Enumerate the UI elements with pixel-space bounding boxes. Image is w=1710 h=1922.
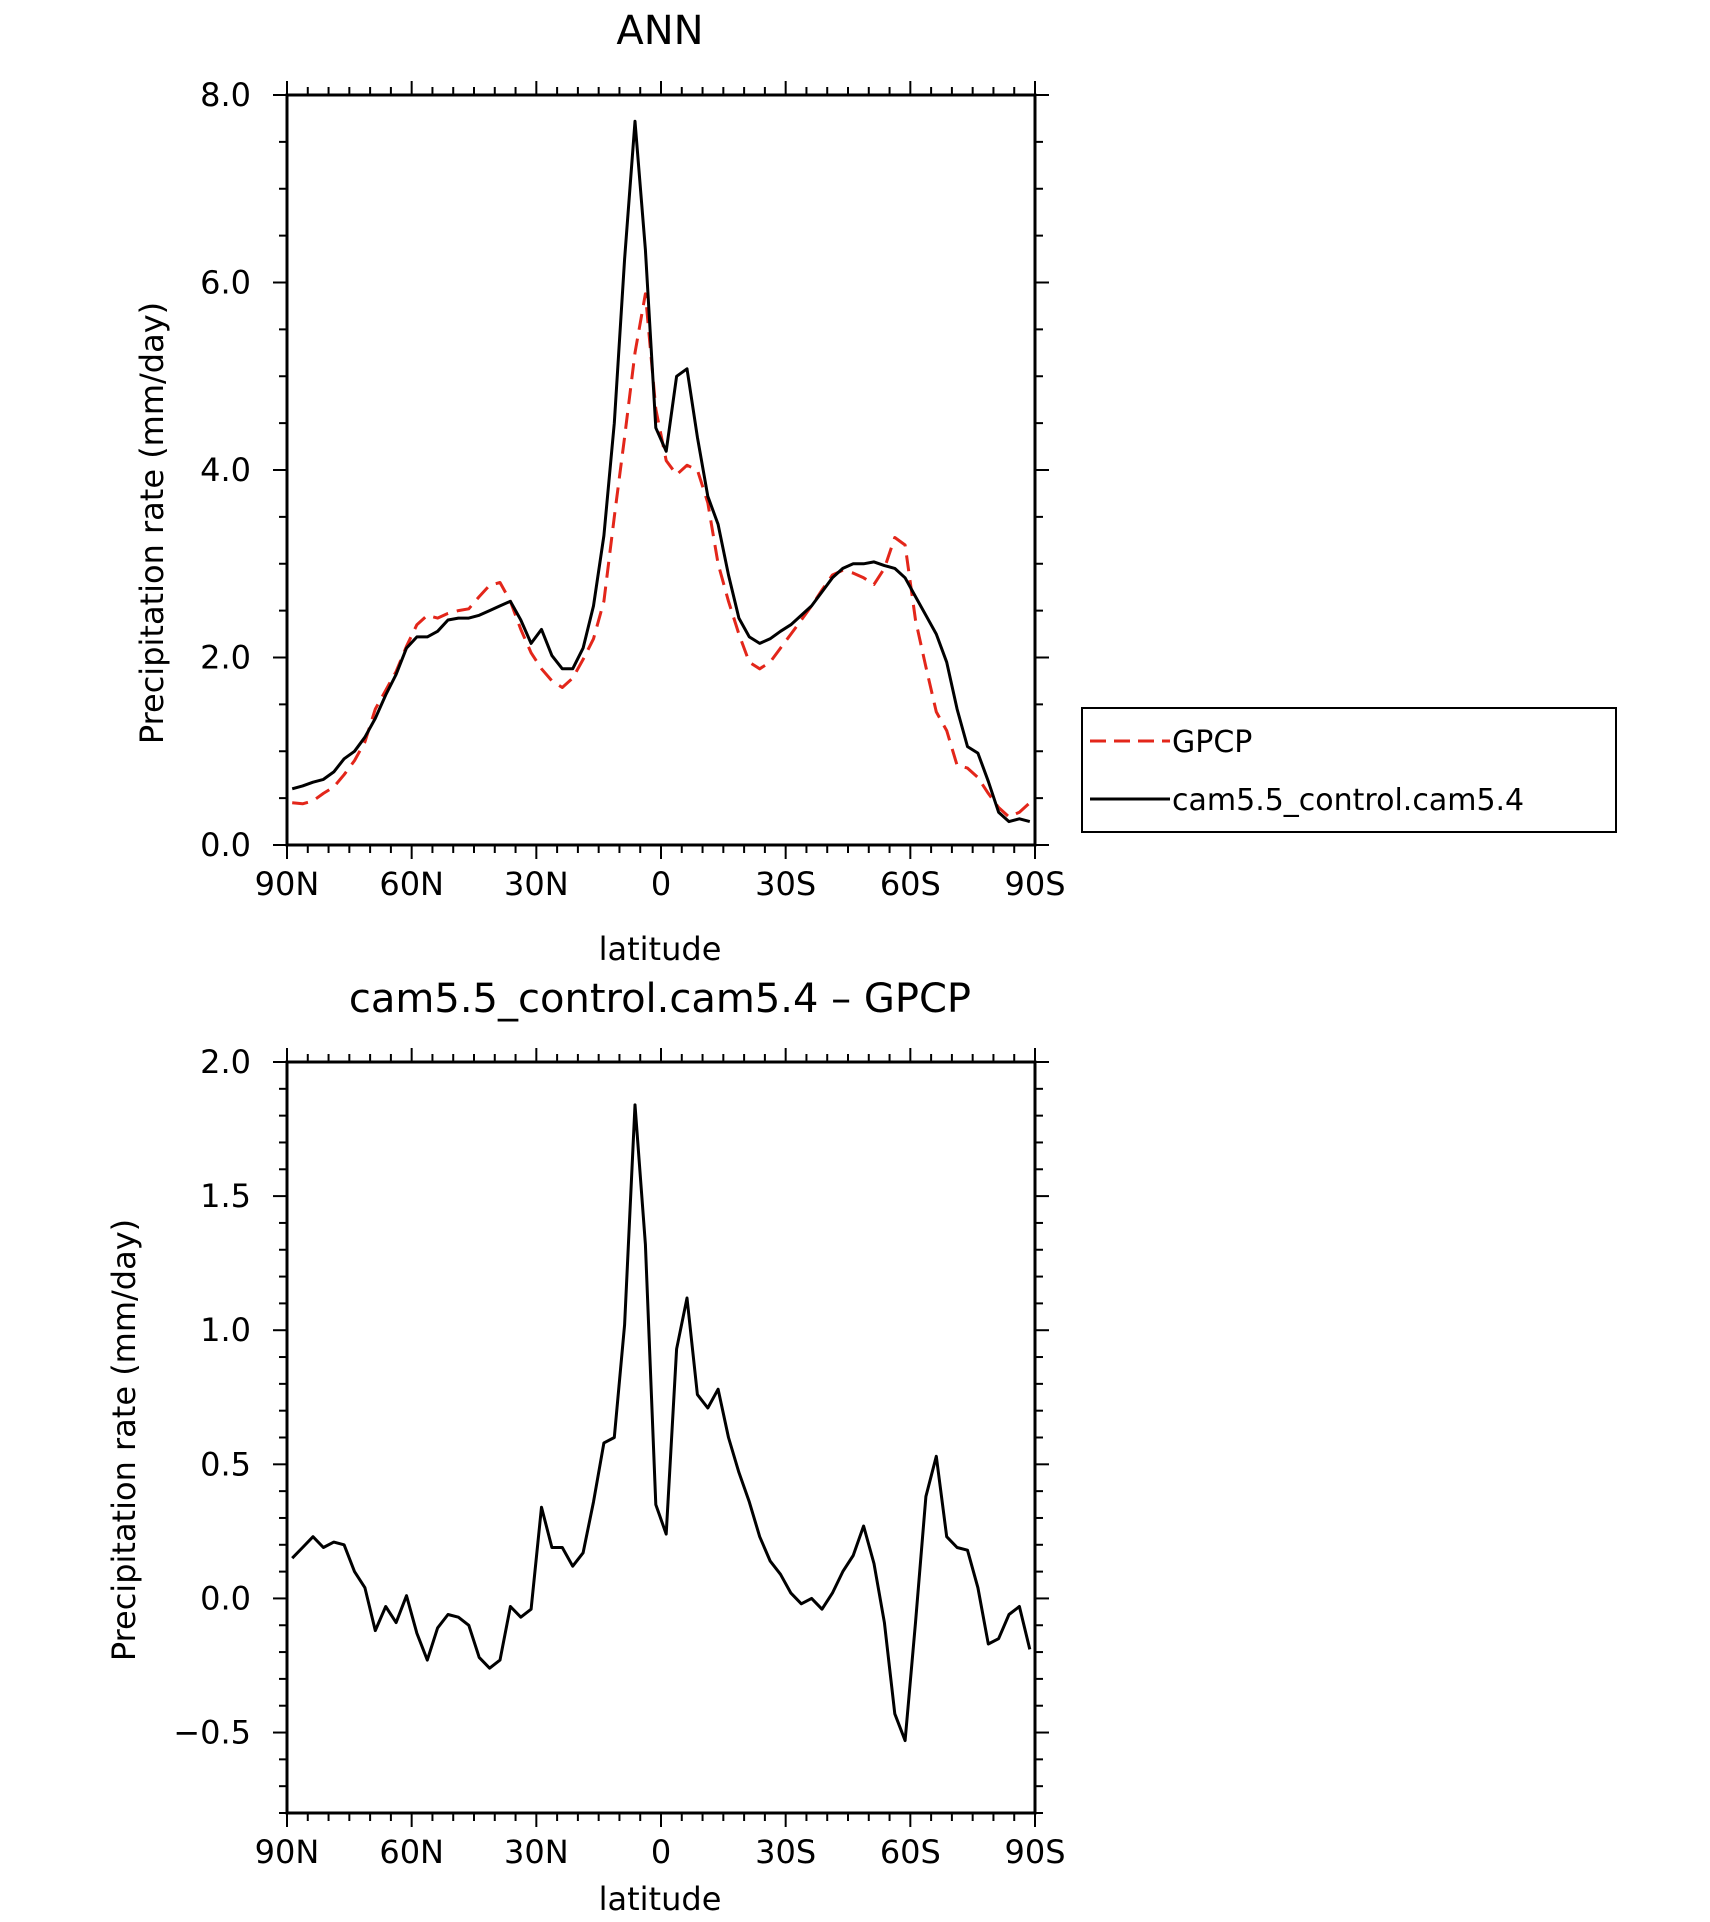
difference-x-tick-label: 90N [255, 1833, 320, 1871]
annual-mean-x-tick-label: 0 [651, 865, 671, 903]
difference-y-tick-label: 0.5 [200, 1445, 251, 1483]
difference-x-tick-label: 0 [651, 1833, 671, 1871]
annual-mean-x-tick-label: 90N [255, 865, 320, 903]
difference-x-axis-label: latitude [599, 1880, 722, 1918]
difference-x-tick-label: 60N [379, 1833, 444, 1871]
annual-mean-y-tick-label: 4.0 [200, 451, 251, 489]
annual-mean-x-tick-label: 30N [504, 865, 569, 903]
difference-title: cam5.5_control.cam5.4 – GPCP [349, 976, 971, 1022]
difference-x-tick-label: 60S [880, 1833, 941, 1871]
annual-mean-x-tick-label: 60N [379, 865, 444, 903]
annual-mean-x-tick-label: 30S [755, 865, 816, 903]
legend-gpcp-label: GPCP [1172, 725, 1252, 760]
annual-mean-plot-frame [285, 93, 1037, 847]
legend-model-label: cam5.5_control.cam5.4 [1172, 783, 1524, 818]
difference-panel: cam5.5_control.cam5.4 – GPCP 90N 60N 30N 0 3… [105, 976, 1066, 1918]
difference-y-tick-label: 0.0 [200, 1579, 251, 1617]
difference-x-tick-label: 90S [1004, 1833, 1065, 1871]
annual-mean-panel: ANN 90N 60N 30N 0 30S 60S 90S 0.0 2.0 4.0 6.0 8.0 l… [133, 8, 1617, 968]
difference-ticks: 90N 60N 30N 0 30S 60S 90S −0.5 0.0 0.5 1.0 1.5 2.0 [173, 1043, 1065, 1871]
annual-mean-series-line-gpcp [292, 292, 1031, 819]
annual-mean-y-tick-label: 0.0 [200, 826, 251, 864]
difference-series-line-model [291, 1103, 1032, 1743]
difference-y-tick-label: −0.5 [173, 1714, 251, 1752]
legend-box [1081, 707, 1617, 833]
difference-x-tick-label: 30N [504, 1833, 569, 1871]
difference-lines [291, 1103, 1032, 1743]
annual-mean-y-tick-label: 2.0 [200, 639, 251, 677]
difference-y-tick-label: 1.5 [200, 1177, 251, 1215]
annual-mean-series-line-model [291, 119, 1031, 824]
difference-y-tick-label: 1.0 [200, 1311, 251, 1349]
annual-mean-x-tick-label: 90S [1004, 865, 1065, 903]
annual-mean-y-axis-label: Precipitation rate (mm/day) [133, 302, 171, 744]
difference-y-tick-label: 2.0 [200, 1043, 251, 1081]
legend: GPCP cam5.5_control.cam5.4 [1081, 707, 1617, 833]
annual-mean-y-tick-label: 8.0 [200, 76, 251, 114]
annual-mean-y-tick-label: 6.0 [200, 264, 251, 302]
annual-mean-x-tick-label: 60S [880, 865, 941, 903]
annual-mean-lines [291, 119, 1031, 824]
annual-mean-x-axis-label: latitude [599, 930, 722, 968]
difference-y-axis-label: Precipitation rate (mm/day) [105, 1219, 143, 1661]
difference-plot-frame [285, 1060, 1037, 1815]
annual-mean-title: ANN [616, 8, 703, 54]
difference-x-tick-label: 30S [755, 1833, 816, 1871]
annual-mean-ticks: 90N 60N 30N 0 30S 60S 90S 0.0 2.0 4.0 6.0 8.0 [200, 76, 1065, 903]
